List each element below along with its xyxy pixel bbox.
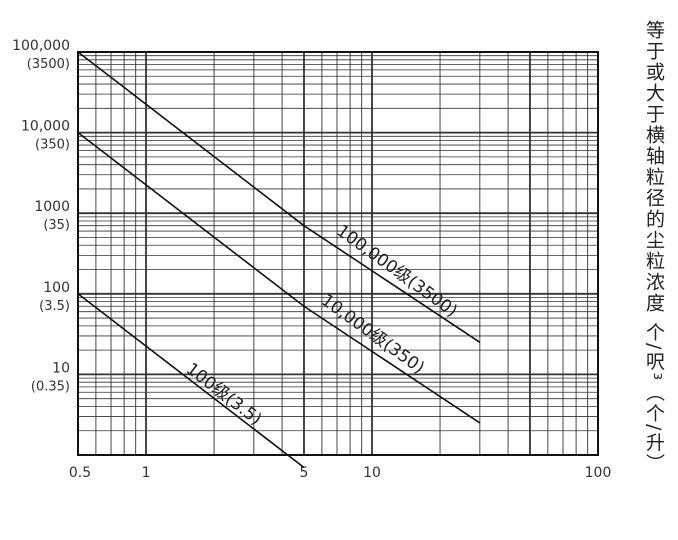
y-tick-label: 10 [52,360,70,376]
series-line [77,293,305,469]
y-axis-label: 等于或大于横轴粒径的尘粒浓度 个/呎³（个/升） [643,20,665,475]
series-label: 100级(3.5) [182,359,265,430]
y-tick-sublabel: (0.35) [31,379,70,394]
y-tick-sublabel: (350) [35,138,70,153]
x-tick-label: 1 [142,465,151,481]
y-tick-label: 1000 [34,199,70,215]
x-tick-label: 5 [300,465,309,481]
y-tick-sublabel: (3500) [27,57,70,72]
series-lines [77,51,481,469]
x-tick-label: 100 [585,465,612,481]
y-tick-sublabel: (35) [43,218,70,233]
plot-frame [77,51,599,456]
series-line [77,51,481,343]
y-tick-label: 100 [43,280,70,296]
x-tick-label: 10 [363,465,381,481]
x-tick-label: 0.5 [69,465,91,481]
y-tick-label: 10,000 [21,119,70,135]
y-tick-label: 100,000 [12,38,70,54]
x-tick-labels: 0.5 1 5 10 100 [69,465,612,481]
series-line [77,131,481,424]
y-tick-labels: 100,000 (3500) 10,000 (350) 1000 (35) 100 (3.5)… [12,38,70,394]
y-tick-sublabel: (3.5) [39,299,70,314]
